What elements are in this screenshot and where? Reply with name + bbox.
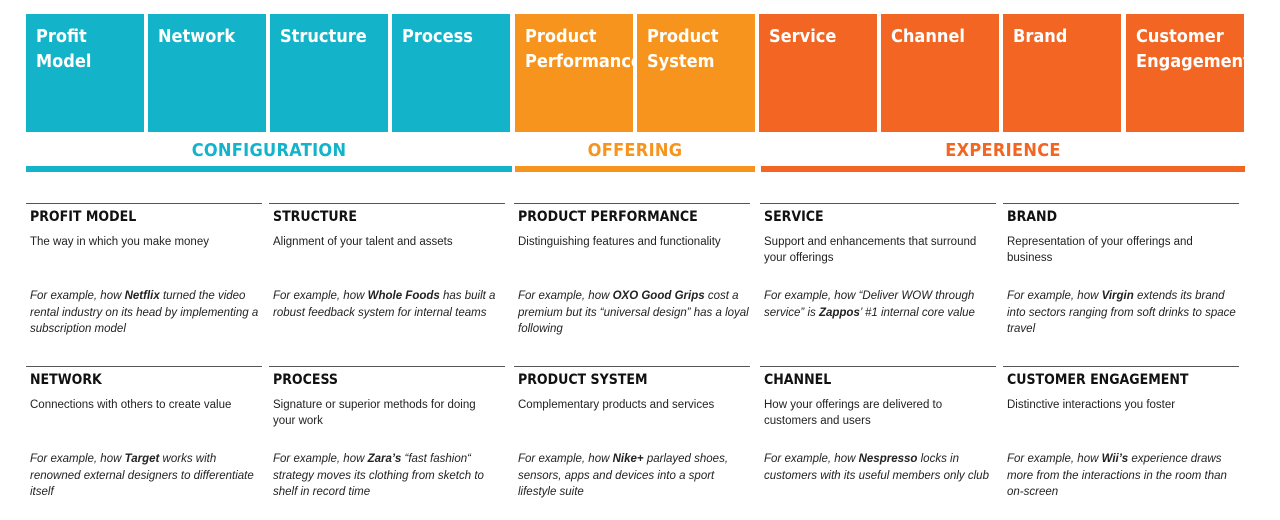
card-divider — [269, 366, 505, 367]
card-example: For example, how Zara’s “fast fashion“ s… — [273, 451, 505, 501]
tile-service: Service — [759, 14, 877, 132]
example-company-name: Whole Foods — [367, 290, 440, 302]
example-text: cost a premium but its “universal design… — [518, 290, 749, 335]
card-description: Complementary products and services — [518, 399, 715, 411]
example-text: For example, how — [30, 453, 125, 465]
example-company-name: OXO Good Grips — [612, 290, 705, 302]
example-text: parlayed shoes, sensors, apps and device… — [518, 453, 729, 498]
example-company-name: Zara’s — [367, 453, 402, 465]
card-example: For example, how “Deliver WOW through se… — [764, 288, 996, 321]
tile-channel: Channel — [881, 14, 999, 132]
card-divider — [26, 203, 262, 204]
example-company-name: Target — [124, 453, 160, 465]
card-divider — [269, 203, 505, 204]
card-description: Alignment of your talent and assets — [273, 236, 453, 248]
tile-product-performance: Product Performance — [515, 14, 642, 132]
card-description: How your offerings are delivered to cust… — [764, 399, 943, 427]
example-text: For example, how — [1007, 290, 1102, 302]
category-experience-bar — [761, 166, 1245, 172]
card-title: BRAND — [1007, 209, 1058, 225]
tile-brand: Brand — [1003, 14, 1121, 132]
example-company-name: Netflix — [124, 290, 160, 302]
example-text: works with renowned external designers t… — [30, 453, 254, 498]
card-divider — [760, 366, 996, 367]
example-text: For example, how — [764, 453, 859, 465]
card-title: CUSTOMER ENGAGEMENT — [1007, 372, 1189, 388]
card-example: For example, how OXO Good Grips cost a p… — [518, 288, 750, 338]
card-example: For example, how Virgin extends its bran… — [1007, 288, 1239, 338]
card-title: SERVICE — [764, 209, 824, 225]
card-title: CHANNEL — [764, 372, 832, 388]
tile-structure: Structure — [270, 14, 388, 132]
innovation-types-tiles: Profit Model Network Structure Process P… — [26, 14, 1251, 132]
tile-product-system: Product System — [637, 14, 755, 132]
card-title: PROCESS — [273, 372, 338, 388]
card-title: STRUCTURE — [273, 209, 357, 225]
category-configuration-bar — [26, 166, 512, 172]
card-description: Support and enhancements that surround y… — [764, 236, 977, 264]
card-description: The way in which you make money — [30, 236, 209, 248]
tile-network: Network — [148, 14, 266, 132]
card-description: Signature or superior methods for doing … — [273, 399, 476, 427]
example-text: For example, how — [30, 290, 125, 302]
example-company-name: Nespresso — [858, 453, 918, 465]
example-text: For example, how — [518, 453, 613, 465]
example-text: extends its brand into sectors ranging f… — [1007, 290, 1236, 335]
example-text: “fast fashion“ strategy moves its clothi… — [273, 453, 484, 498]
card-title: NETWORK — [30, 372, 102, 388]
category-offering-label: OFFERING — [587, 140, 683, 161]
card-description: Representation of your offerings and bus… — [1007, 236, 1193, 264]
card-description: Connections with others to create value — [30, 399, 232, 411]
example-text: For example, how — [273, 290, 368, 302]
example-text: turned the video rental industry on its … — [30, 290, 259, 335]
example-text: For example, how — [273, 453, 368, 465]
card-description: Distinctive interactions you foster — [1007, 399, 1176, 411]
card-example: For example, how Nespresso locks in cust… — [764, 451, 996, 484]
card-divider — [1003, 203, 1239, 204]
tile-profit-model: Profit Model — [26, 14, 144, 132]
tile-process: Process — [392, 14, 510, 132]
tile-customer-engagement: Customer Engagement — [1126, 14, 1251, 132]
card-title: PROFIT MODEL — [30, 209, 137, 225]
example-text: locks in customers with its useful membe… — [764, 453, 989, 482]
example-text: For example, how “Deliver WOW through se… — [764, 290, 975, 319]
category-configuration-label: CONFIGURATION — [191, 140, 347, 161]
category-experience-label: EXPERIENCE — [945, 140, 1061, 161]
card-example: For example, how Netflix turned the vide… — [30, 288, 262, 338]
category-offering-bar — [515, 166, 755, 172]
card-divider — [1003, 366, 1239, 367]
card-example: For example, how Wii’s experience draws … — [1007, 451, 1239, 501]
example-text: has built a robust feedback system for i… — [273, 290, 496, 319]
example-company-name: Nike+ — [612, 453, 644, 465]
card-divider — [514, 366, 750, 367]
example-company-name: Zappos — [818, 306, 860, 319]
card-divider — [26, 366, 262, 367]
card-example: For example, how Whole Foods has built a… — [273, 288, 505, 321]
card-example: For example, how Target works with renow… — [30, 451, 262, 501]
card-title: PRODUCT PERFORMANCE — [518, 209, 698, 225]
example-company-name: Wii’s — [1101, 453, 1129, 465]
example-text: For example, how — [518, 290, 613, 302]
example-text: For example, how — [1007, 453, 1102, 465]
example-text: ’ #1 internal core value — [859, 306, 975, 319]
card-divider — [760, 203, 996, 204]
card-example: For example, how Nike+ parlayed shoes, s… — [518, 451, 750, 501]
example-company-name: Virgin — [1101, 290, 1134, 302]
card-divider — [514, 203, 750, 204]
card-description: Distinguishing features and functionalit… — [518, 236, 721, 248]
example-text: experience draws more from the interacti… — [1007, 453, 1227, 498]
card-title: PRODUCT SYSTEM — [518, 372, 648, 388]
